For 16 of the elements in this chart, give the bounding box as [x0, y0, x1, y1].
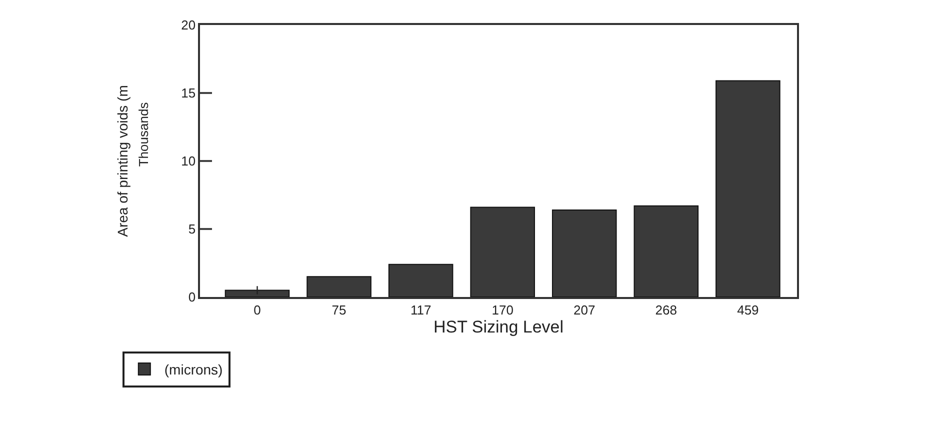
- text: Thousands: [136, 102, 152, 167]
- y-tick-label: 10: [181, 154, 196, 169]
- x-axis-title: HST Sizing Level: [433, 317, 564, 336]
- x-tick-label: 170: [492, 302, 514, 318]
- legend-label: (microns): [164, 361, 223, 378]
- y-tick-label: 15: [181, 86, 196, 101]
- y-tick-label: 5: [188, 222, 196, 237]
- x-tick-label: 0: [254, 302, 261, 318]
- y-tick-label: 20: [181, 18, 196, 33]
- x-tick-label: 459: [737, 302, 759, 318]
- y-axis-title: Area of printing voids (m: [114, 85, 130, 237]
- x-tick-label: 75: [332, 302, 346, 318]
- x-tick-label: 117: [410, 302, 432, 318]
- x-tick-label: 207: [574, 302, 596, 318]
- y-tick-label: 0: [188, 290, 196, 305]
- x-tick-label: 268: [655, 302, 677, 318]
